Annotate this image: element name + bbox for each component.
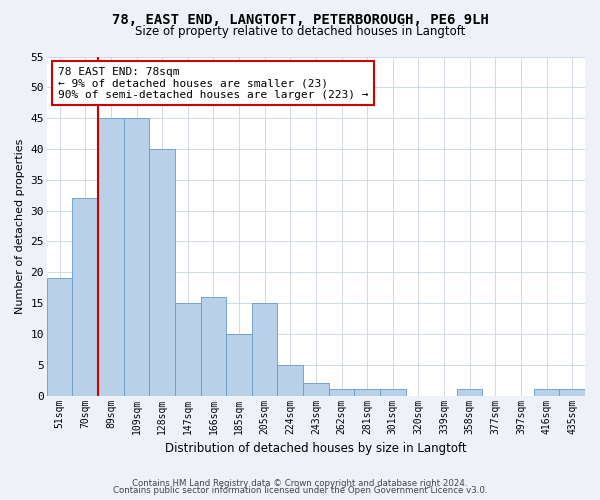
Text: 78 EAST END: 78sqm
← 9% of detached houses are smaller (23)
90% of semi-detached: 78 EAST END: 78sqm ← 9% of detached hous… <box>58 66 368 100</box>
Bar <box>226 334 252 396</box>
Bar <box>277 365 303 396</box>
Bar <box>329 390 355 396</box>
Y-axis label: Number of detached properties: Number of detached properties <box>15 138 25 314</box>
Bar <box>200 297 226 396</box>
Text: Contains HM Land Registry data © Crown copyright and database right 2024.: Contains HM Land Registry data © Crown c… <box>132 478 468 488</box>
Bar <box>457 390 482 396</box>
Bar <box>175 303 200 396</box>
Text: Size of property relative to detached houses in Langtoft: Size of property relative to detached ho… <box>135 25 465 38</box>
Bar <box>355 390 380 396</box>
Bar <box>303 384 329 396</box>
Bar <box>73 198 98 396</box>
Bar <box>124 118 149 396</box>
Bar <box>252 303 277 396</box>
Bar <box>534 390 559 396</box>
Bar <box>149 149 175 396</box>
Bar <box>559 390 585 396</box>
Text: 78, EAST END, LANGTOFT, PETERBOROUGH, PE6 9LH: 78, EAST END, LANGTOFT, PETERBOROUGH, PE… <box>112 12 488 26</box>
Bar <box>47 278 73 396</box>
Bar <box>380 390 406 396</box>
X-axis label: Distribution of detached houses by size in Langtoft: Distribution of detached houses by size … <box>165 442 467 455</box>
Bar <box>98 118 124 396</box>
Text: Contains public sector information licensed under the Open Government Licence v3: Contains public sector information licen… <box>113 486 487 495</box>
